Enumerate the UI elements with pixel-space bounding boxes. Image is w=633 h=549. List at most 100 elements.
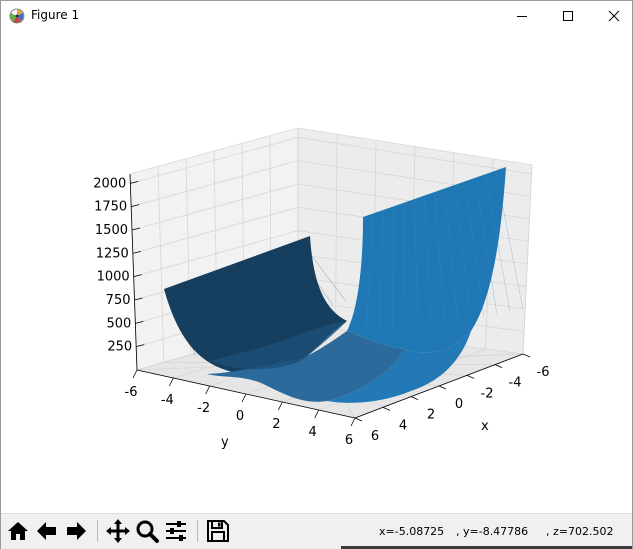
mesh-line (444, 188, 458, 320)
z-tick-label: 1500 (95, 223, 128, 238)
y-wall-gridline (157, 166, 165, 363)
maximize-button[interactable] (545, 1, 591, 31)
z-tick-label: 1000 (97, 270, 130, 285)
x-tick-label: -4 (509, 376, 522, 391)
navigation-toolbar: x=-5.08725 , y=-8.47786 , z=702.502 (1, 513, 632, 549)
x-tick-label: -6 (537, 365, 550, 380)
close-icon (608, 10, 620, 22)
x-wall-gridline (335, 134, 338, 330)
mesh-line (215, 269, 246, 337)
title-bar: Figure 1 (1, 1, 632, 31)
surface-mesh (164, 167, 524, 403)
z-tick-label: 750 (106, 293, 131, 308)
z-tick-label: 1750 (94, 200, 127, 215)
z-tick-mark (131, 204, 140, 208)
plot-canvas[interactable]: 250 500 750 1000 1250 1500 1750 2000 -6 -4 -2 0 2 4 6… (1, 31, 632, 513)
mesh-line (288, 243, 334, 306)
cursor-y-readout: , y=-8.47786 (456, 525, 529, 538)
z-axis-ticks: 250 500 750 1000 1250 1500 1750 2000 (93, 176, 145, 355)
pan-button[interactable] (105, 518, 131, 544)
z-tick-mark (132, 250, 141, 254)
y-tick-mark (132, 369, 138, 379)
y-tick-label: -4 (161, 393, 174, 408)
surface-mesh-lines (174, 170, 524, 355)
toolbar-separator (97, 520, 98, 542)
y-tick-label: -2 (197, 401, 210, 416)
status-strip (341, 546, 632, 549)
home-icon (8, 522, 28, 540)
close-button[interactable] (591, 1, 633, 31)
configure-subplots-button[interactable] (163, 518, 189, 544)
x-tick-label: -2 (481, 386, 494, 401)
mesh-line (174, 285, 195, 355)
z-tick-mark (136, 344, 145, 348)
y-tick-label: 4 (309, 425, 317, 440)
z-tick-mark (130, 180, 139, 184)
toolbar-separator (197, 520, 198, 542)
mesh-line (278, 247, 321, 310)
x-tick-label: 4 (399, 418, 407, 433)
z-tick-mark (134, 297, 143, 301)
3d-surface-plot: 250 500 750 1000 1250 1500 1750 2000 -6 -4 -2 0 2 4 6… (93, 127, 550, 450)
x-tick-mark (438, 385, 447, 390)
y-tick-label: 0 (236, 409, 244, 424)
z-tick-mark (135, 320, 144, 324)
mesh-line (434, 191, 445, 323)
mesh-line (403, 202, 406, 329)
mesh-line (205, 273, 233, 342)
x-wall-gridline (522, 164, 533, 355)
sliders-icon (166, 521, 186, 541)
home-button[interactable] (5, 518, 31, 544)
z-tick-label: 500 (107, 316, 132, 331)
arrow-right-icon (67, 522, 86, 540)
mesh-line (247, 258, 283, 324)
mesh-line (495, 170, 524, 310)
z-tick-label: 250 (107, 340, 132, 355)
z-tick-label: 1250 (96, 246, 129, 261)
back-button[interactable] (34, 518, 60, 544)
zoom-icon (136, 520, 159, 543)
zoom-button[interactable] (134, 518, 160, 544)
x-tick-mark (410, 396, 419, 401)
minimize-icon (517, 16, 527, 17)
y-tick-mark (314, 409, 320, 419)
window-title: Figure 1 (31, 8, 80, 22)
y-tick-mark (168, 377, 174, 387)
forward-button[interactable] (63, 518, 89, 544)
surface-right-wall-front (327, 331, 471, 403)
save-icon (207, 520, 229, 542)
mesh-line (184, 281, 208, 351)
arrow-left-icon (37, 522, 56, 540)
mesh-line (365, 213, 374, 335)
mesh-line (392, 206, 394, 331)
mesh-line (464, 181, 484, 316)
z-tick-label: 2000 (93, 176, 126, 191)
x-axis-label: x (481, 419, 489, 434)
mesh-line (475, 177, 497, 314)
mesh-line (413, 199, 419, 327)
x-tick-mark (494, 364, 503, 369)
mesh-line (195, 277, 220, 346)
y-tick-mark (205, 385, 211, 395)
mesh-line (268, 251, 308, 315)
save-button[interactable] (205, 518, 231, 544)
mesh-line (485, 174, 511, 312)
mesh-line (226, 266, 258, 333)
x-tick-label: 2 (427, 408, 435, 423)
z-tick-mark (131, 227, 141, 231)
x-axis-ticks: -6 -4 -2 0 2 4 6 (354, 353, 550, 444)
mesh-line (378, 209, 384, 333)
y-tick-mark (350, 417, 356, 427)
x-tick-mark (522, 353, 531, 358)
x-tick-label: 6 (371, 429, 379, 444)
surface-valley-shading (211, 321, 347, 370)
mesh-line (299, 239, 346, 301)
y-tick-label: 2 (272, 417, 280, 432)
y-axis-label: y (221, 435, 229, 450)
y-tick-label: -6 (125, 385, 138, 400)
minimize-button[interactable] (499, 1, 545, 31)
y-tick-mark (241, 393, 247, 403)
z-tick-mark (133, 274, 142, 278)
move-icon (106, 519, 130, 543)
